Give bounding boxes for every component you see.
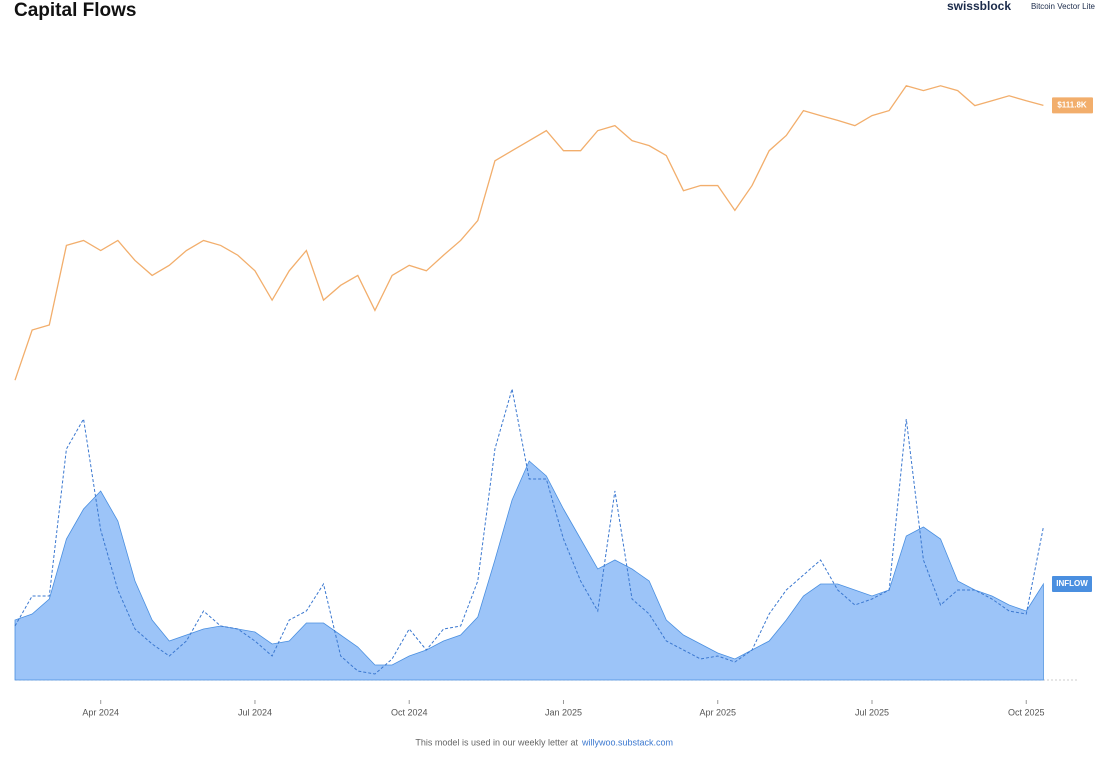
price-label: $111.8K (1057, 100, 1087, 109)
x-tick-label: Oct 2025 (1008, 707, 1045, 717)
footer: This model is used in our weekly letter … (415, 737, 578, 747)
chart-title: Capital Flows (14, 0, 136, 21)
inflow-area (14, 460, 1044, 681)
flow-line (14, 388, 1044, 675)
x-tick-label: Jul 2024 (238, 707, 272, 717)
price-line (14, 84, 1044, 381)
price-tag (1052, 97, 1093, 114)
x-tick-label: Jan 2025 (545, 707, 582, 717)
x-tick-label: Apr 2024 (82, 707, 119, 717)
footer-link[interactable]: willywoo.substack.com (581, 737, 673, 747)
x-tick-label: Oct 2024 (391, 707, 428, 717)
brand: swissblock (947, 0, 1011, 13)
x-tick-label: Apr 2025 (699, 707, 736, 717)
x-tick-label: Jul 2025 (855, 707, 889, 717)
product: Bitcoin Vector Lite (1031, 2, 1096, 11)
legend-tag (1052, 576, 1092, 592)
legend-label: INFLOW (1056, 579, 1088, 588)
